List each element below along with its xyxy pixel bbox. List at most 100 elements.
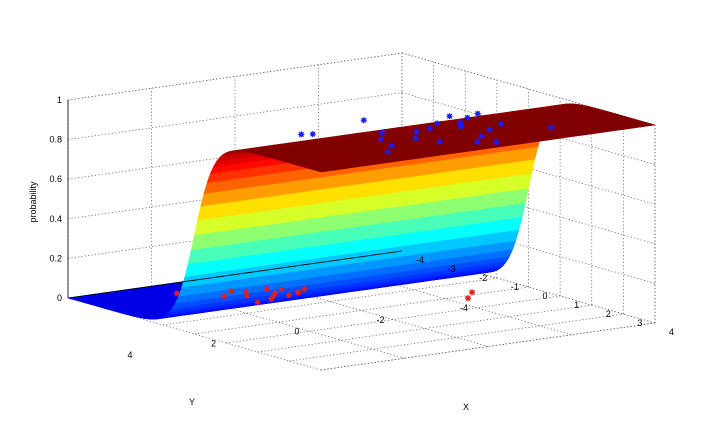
- y-axis-line: [67, 250, 403, 299]
- x-tick-label: -4: [416, 255, 424, 265]
- star-marker: [474, 110, 481, 117]
- data-point: [272, 290, 279, 297]
- data-point: [478, 132, 485, 139]
- star-marker: [301, 285, 308, 292]
- data-point: [464, 114, 471, 121]
- star-marker: [268, 296, 275, 302]
- data-point: [378, 129, 385, 136]
- data-point: [434, 120, 441, 127]
- y-tick-label: -2: [376, 315, 384, 325]
- data-point: [457, 119, 464, 126]
- x-tick-label: 4: [669, 327, 674, 337]
- data-point: [278, 286, 285, 293]
- grid-line: [67, 92, 403, 140]
- z-tick-label: 0.8: [49, 135, 62, 145]
- star-marker: [263, 285, 270, 292]
- tick-labels: 0 0.2 0.4 0.6 0.8 1 4 2 0 -2 -4 -4 -3 -2 -1 0 1 2 3 4: [49, 95, 674, 360]
- star-marker: [412, 135, 419, 142]
- data-point: [493, 138, 500, 145]
- x-tick-label: -3: [448, 264, 456, 274]
- data-point: [469, 289, 476, 296]
- data-point: [228, 288, 235, 295]
- star-marker: [360, 117, 367, 124]
- star-marker: [493, 138, 500, 145]
- star-marker: [377, 136, 384, 143]
- star-marker: [272, 290, 279, 297]
- data-point: [244, 292, 251, 299]
- star-marker: [457, 119, 464, 126]
- star-marker: [486, 126, 493, 133]
- grid-line: [289, 313, 624, 362]
- star-marker: [464, 114, 471, 121]
- z-axis-label: probability: [28, 181, 38, 223]
- star-marker: [458, 123, 465, 130]
- star-marker: [426, 125, 433, 132]
- star-marker: [309, 131, 316, 138]
- data-point: [465, 295, 472, 302]
- data-point: [413, 128, 420, 135]
- star-marker: [220, 293, 227, 300]
- data-point: [498, 120, 505, 127]
- star-marker: [278, 286, 285, 293]
- y-tick-label: 0: [294, 327, 299, 337]
- star-marker: [469, 289, 476, 296]
- z-tick-label: 0.4: [49, 214, 62, 224]
- data-point: [446, 113, 453, 120]
- star-marker: [228, 288, 235, 295]
- surface-patch: [317, 168, 335, 173]
- data-point: [254, 299, 261, 306]
- data-point: [268, 296, 275, 302]
- star-marker: [436, 138, 443, 145]
- z-tick-label: 0.6: [49, 174, 62, 184]
- data-point: [295, 289, 302, 296]
- data-point: [301, 285, 308, 292]
- z-tick-label: 1: [57, 95, 62, 105]
- star-marker: [413, 128, 420, 135]
- data-point: [388, 142, 395, 149]
- star-marker: [465, 295, 472, 302]
- star-marker: [254, 299, 261, 306]
- data-point: [220, 293, 227, 300]
- star-marker: [298, 131, 305, 138]
- y-axis-label: Y: [189, 397, 195, 407]
- x-tick-label: 1: [574, 300, 579, 310]
- star-marker: [498, 120, 505, 127]
- data-point: [548, 124, 555, 131]
- star-marker: [434, 120, 441, 127]
- star-marker: [295, 289, 302, 296]
- data-point: [285, 292, 292, 299]
- star-marker: [474, 138, 481, 145]
- data-point: [474, 110, 481, 117]
- data-point: [384, 148, 391, 155]
- data-point: [486, 126, 493, 133]
- data-point: [412, 135, 419, 142]
- data-point: [298, 131, 305, 138]
- sigmoid-surface: [67, 103, 656, 320]
- data-point: [360, 117, 367, 124]
- y-tick-label: -4: [460, 303, 468, 313]
- data-point: [436, 138, 443, 145]
- data-point: [270, 293, 277, 300]
- data-point: [242, 288, 249, 295]
- z-tick-label: 0: [57, 293, 62, 303]
- star-marker: [242, 288, 249, 295]
- data-point: [458, 123, 465, 130]
- axes: [67, 100, 403, 299]
- x-tick-label: -1: [511, 282, 519, 292]
- x-tick-label: 0: [543, 291, 548, 301]
- data-points: [173, 110, 555, 306]
- x-tick-label: -2: [479, 273, 487, 283]
- star-marker: [244, 292, 251, 299]
- data-point: [377, 136, 384, 143]
- star-marker: [446, 113, 453, 120]
- x-tick-label: 3: [637, 318, 642, 328]
- star-marker: [384, 148, 391, 155]
- data-point: [426, 125, 433, 132]
- x-tick-label: 2: [606, 309, 611, 319]
- data-point: [173, 290, 180, 297]
- star-marker: [173, 290, 180, 297]
- star-marker: [378, 129, 385, 136]
- star-marker: [478, 132, 485, 139]
- data-point: [474, 138, 481, 145]
- grid-line: [226, 295, 561, 344]
